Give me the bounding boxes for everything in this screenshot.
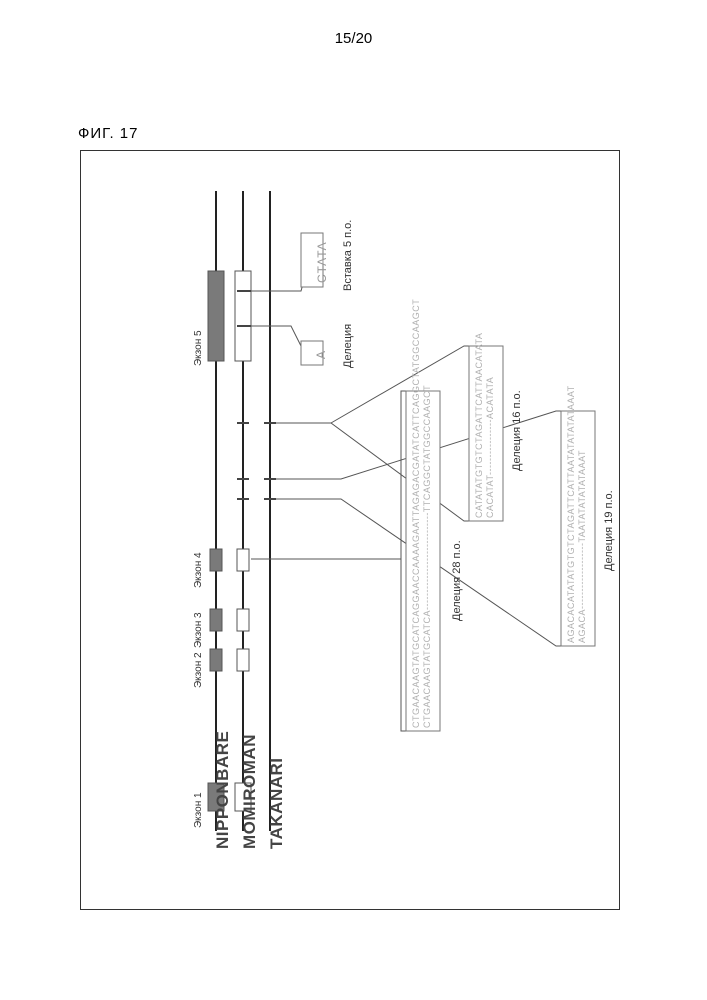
strain-nipponbare: NIPPONBARE <box>213 731 233 849</box>
strain-takanari: TAKANARI <box>267 757 287 849</box>
seq-del19-bot: AGACA-------------------TAATATATATATAAAT <box>578 450 588 643</box>
figure-label: ФИГ. 17 <box>78 125 139 142</box>
strain-momiroman: MOMIROMAN <box>240 734 260 849</box>
caption-ins5: Вставка 5 п.о. <box>342 220 354 291</box>
caption-del19: Делеция 19 п.о. <box>603 490 615 571</box>
exon2-label: Экзон 2 <box>193 652 204 688</box>
exon5-label: Экзон 5 <box>193 330 204 366</box>
seq-del16-bot: CACATAT----------------ACATATA <box>486 377 496 518</box>
seq-del16-top: CATATATGTGTCTAGATTCATTAACATATA <box>475 333 485 518</box>
seq-box-ctata: CTATA <box>315 241 329 283</box>
figure-panel: NIPPONBARE MOMIROMAN TAKANARI Экзон 1 Эк… <box>80 150 620 910</box>
seq-del19-top: AGACACATATATGTGTCTAGATTCATTAATATATATATAA… <box>567 385 577 643</box>
exon3-label: Экзон 3 <box>193 612 204 648</box>
caption-del28: Делеция 28 п.о. <box>451 540 463 621</box>
seq-box-a: A <box>314 350 328 359</box>
seq-del28-top: CTGAACAAGTATGCATCAGGAACCAAAAGAATTAGAGACG… <box>412 299 422 728</box>
exon1-label: Экзон 1 <box>193 792 204 828</box>
caption-del: Делеция <box>342 324 354 368</box>
page: 15/20 ФИГ. 17 <box>0 0 707 1000</box>
caption-del16: Делеция 16 п.о. <box>511 390 523 471</box>
exon4-label: Экзон 4 <box>193 552 204 588</box>
seq-del28-bot: CTGAACAAGTATGCATCA----------------------… <box>423 385 433 728</box>
page-number: 15/20 <box>0 30 707 47</box>
